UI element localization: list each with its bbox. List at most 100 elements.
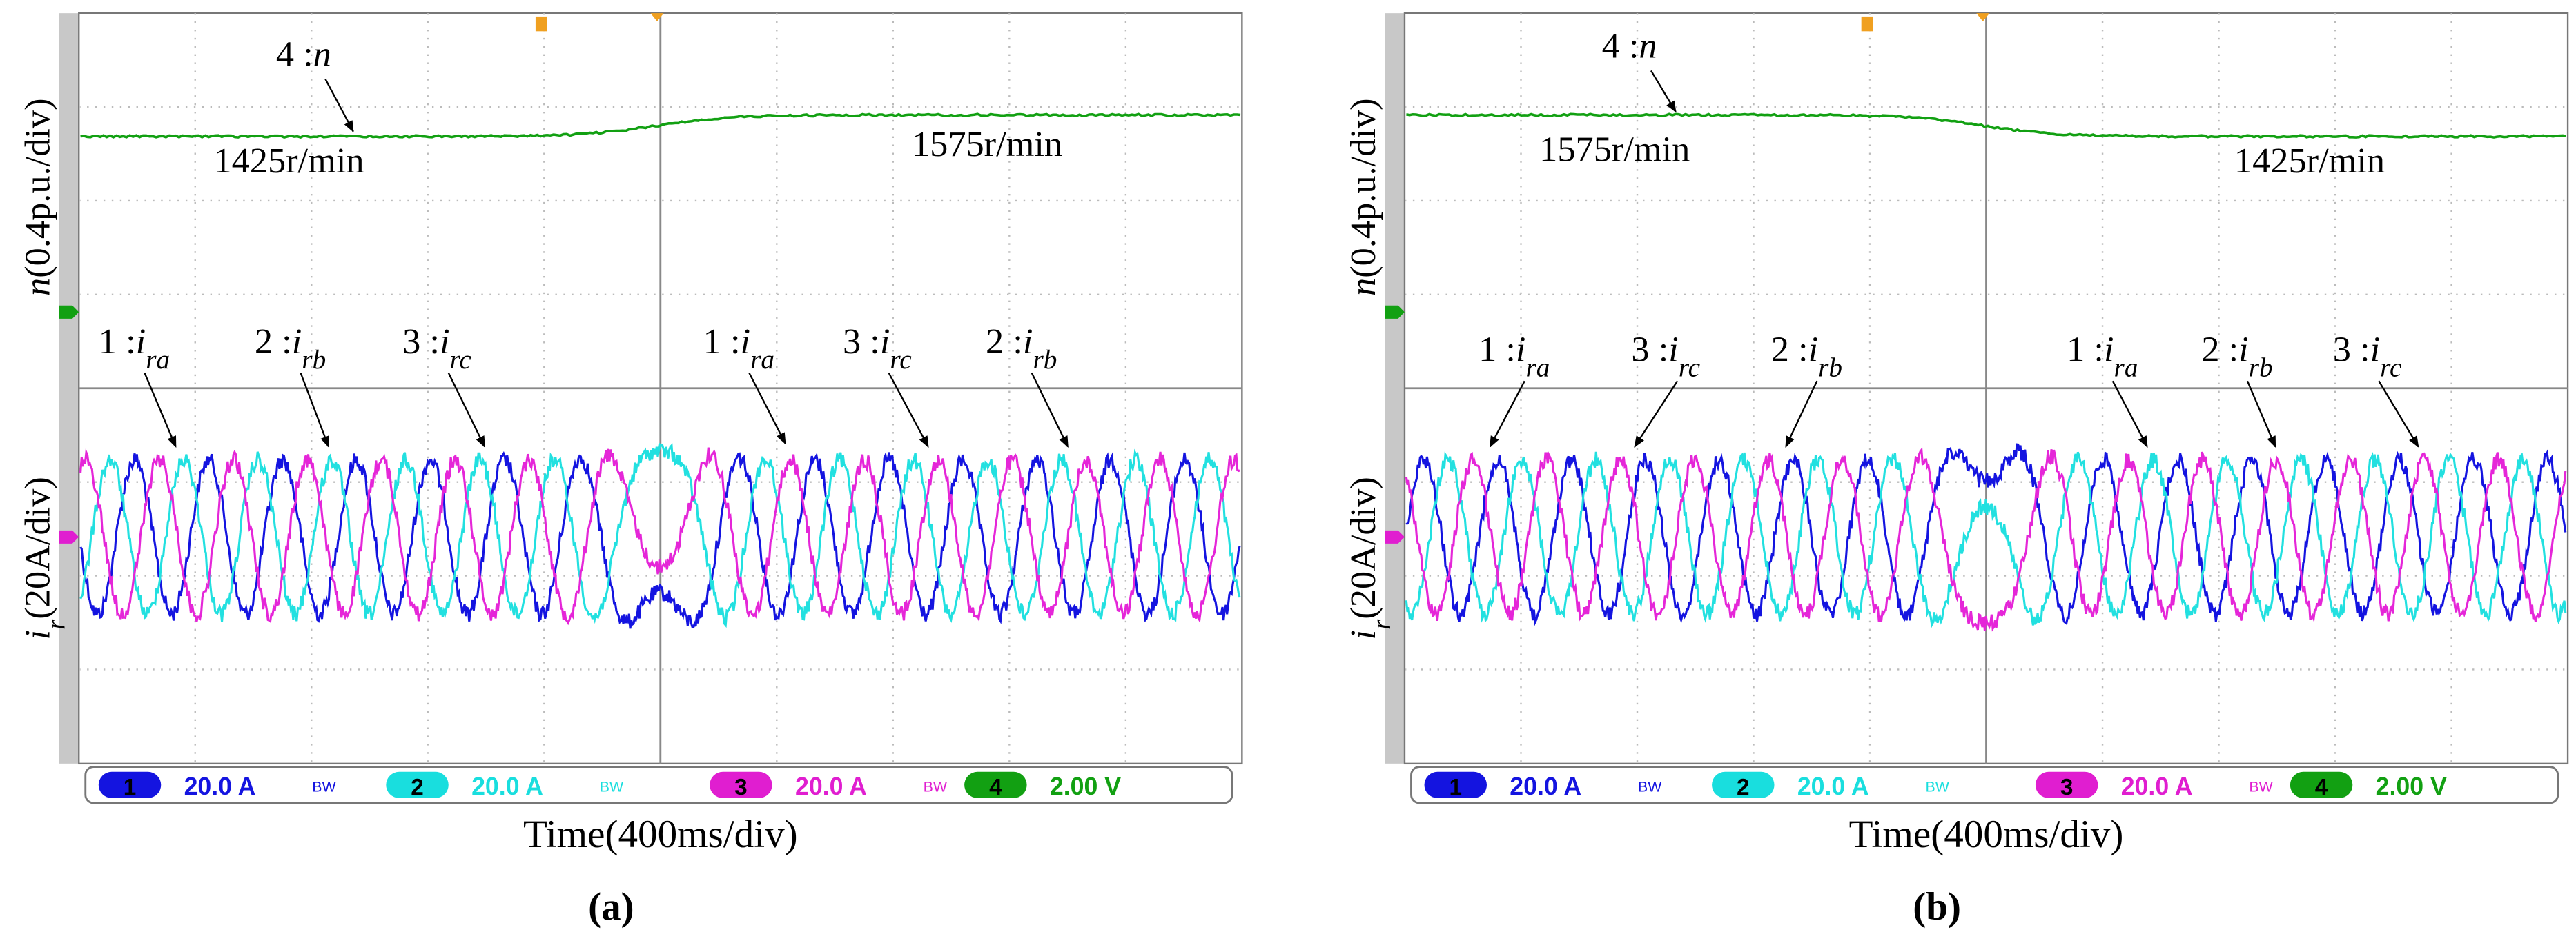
channel-scale: 20.0 A — [795, 773, 867, 800]
text-part: i — [2370, 330, 2381, 370]
text-part: r — [1367, 619, 1396, 630]
trigger-marker — [535, 16, 547, 32]
text-part: (20A/div) — [17, 477, 57, 620]
speed-trace — [80, 112, 1241, 139]
bw-flag: BW — [600, 778, 624, 795]
arrow — [2246, 380, 2276, 448]
text-part: rb — [1033, 344, 1057, 374]
text-part: rb — [2249, 353, 2273, 382]
current-label: 1 :ira — [2067, 330, 2138, 383]
time-marker — [650, 13, 664, 22]
text-part: i — [292, 321, 302, 361]
ch4-marker — [59, 305, 79, 319]
text-part: 3 : — [1631, 330, 1668, 370]
speed-trace — [1406, 112, 2567, 139]
current-label: 1 :ira — [1479, 330, 1550, 383]
channel-scale: 20.0 A — [184, 773, 256, 800]
text-part: 1 : — [703, 321, 741, 361]
text-part: 1 : — [2067, 330, 2104, 370]
text-part: rc — [450, 344, 471, 374]
text-part: 2 : — [986, 321, 1023, 361]
channel-badge — [1424, 771, 1487, 798]
text-part: 3 : — [2333, 330, 2370, 370]
text-part: (a) — [588, 885, 634, 929]
text-part: i — [136, 321, 146, 361]
bw-flag: BW — [2249, 778, 2273, 795]
text-part: 2 : — [2201, 330, 2238, 370]
text-part: ra — [1525, 353, 1550, 382]
text-part: n — [1639, 26, 1657, 66]
text-part: 4 : — [1602, 26, 1639, 66]
speed-value: 1575r/min — [1539, 129, 1690, 169]
current-label: 2 :irb — [2201, 330, 2272, 383]
arrow — [888, 372, 929, 448]
arrow — [1489, 380, 1525, 448]
channel-badge — [2035, 771, 2098, 798]
text-part: (0.4p.u./div) — [1343, 98, 1383, 277]
text-part: n — [17, 278, 57, 296]
channel-badge — [2290, 771, 2353, 798]
text-part: 1575r/min — [912, 124, 1062, 164]
side-bar — [1385, 13, 1405, 764]
x-axis-label: Time(400ms/div) — [523, 813, 798, 856]
channel-number: 1 — [124, 775, 137, 800]
text-part: 1 : — [1479, 330, 1516, 370]
text-part: Time(400ms/div) — [523, 813, 798, 856]
text-part: 1425r/min — [2234, 141, 2385, 181]
status-bar — [1410, 766, 2559, 804]
text-part: n — [1343, 278, 1383, 296]
text-part: i — [1668, 330, 1679, 370]
text-part: r — [41, 619, 70, 630]
current-label: 3 :irc — [402, 321, 471, 375]
channel-number: 3 — [2060, 775, 2074, 800]
text-part: i — [1516, 330, 1526, 370]
text-part: i — [880, 321, 890, 361]
bw-flag: BW — [312, 778, 336, 795]
status-bar — [84, 766, 1233, 804]
text-part: 2 : — [255, 321, 292, 361]
text-part: 4 : — [276, 34, 313, 74]
current-trace — [1405, 451, 2567, 628]
arrow — [447, 372, 486, 448]
text-part: 1425r/min — [213, 141, 364, 181]
speed-label: 4 :n — [276, 34, 331, 74]
text-part: rb — [1818, 353, 1842, 382]
arrow — [2111, 380, 2148, 448]
channel-number: 1 — [1450, 775, 1463, 800]
channel-badge — [964, 771, 1027, 798]
channel-number: 4 — [2315, 775, 2328, 800]
arrow — [144, 372, 177, 448]
channel-badge — [1712, 771, 1775, 798]
caption: (b) — [1913, 885, 1961, 929]
arrow — [324, 78, 354, 132]
text-part: (b) — [1913, 885, 1961, 929]
current-label: 3 :irc — [843, 321, 912, 375]
channel-number: 2 — [411, 775, 424, 800]
caption: (a) — [588, 885, 634, 929]
arrow — [1634, 380, 1679, 448]
text-part: rc — [890, 344, 911, 374]
current-trace — [79, 450, 1241, 629]
text-part: i — [440, 321, 450, 361]
text-part: ra — [750, 344, 774, 374]
text-part: i — [741, 321, 751, 361]
channel-scale: 20.0 A — [1797, 773, 1869, 800]
speed-label: 4 :n — [1602, 26, 1657, 66]
text-part: i — [1343, 630, 1383, 640]
text-part: ra — [146, 344, 170, 374]
trigger-marker — [1861, 16, 1873, 32]
current-label: 1 :ira — [99, 321, 170, 375]
ch3-marker — [1385, 530, 1405, 544]
arrow — [300, 372, 330, 448]
channel-scale: 2.00 V — [1050, 773, 1121, 800]
text-part: 1 : — [99, 321, 136, 361]
text-part: (0.4p.u./div) — [17, 98, 57, 277]
text-part: 1575r/min — [1539, 129, 1690, 169]
text-part: 3 : — [402, 321, 440, 361]
arrow — [1650, 70, 1677, 113]
text-part: ra — [2114, 353, 2138, 382]
